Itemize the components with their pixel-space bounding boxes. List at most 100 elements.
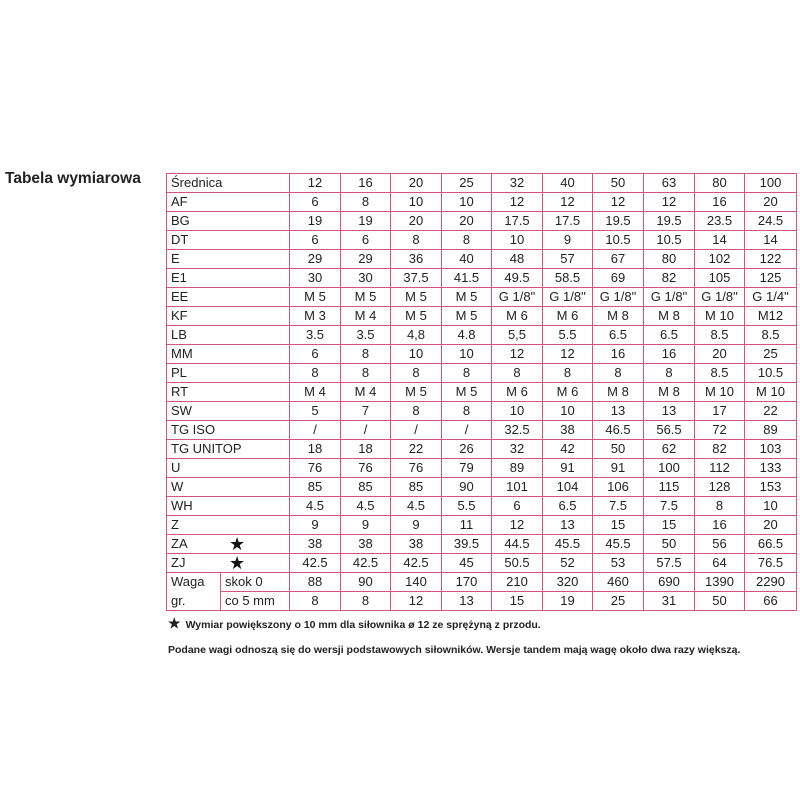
table-row: E 29 29 36 40 48 57 67 80 102 122 [166, 249, 797, 269]
table-cell: 13 [592, 401, 644, 421]
table-cell: 12 [542, 344, 593, 364]
table-cell: 29 [289, 249, 341, 269]
table-cell: M 6 [491, 306, 543, 326]
table-cell: 6 [491, 496, 543, 516]
table-cell: 6.5 [592, 325, 644, 345]
table-cell: G 1/8" [643, 287, 695, 307]
table-cell: 45 [441, 553, 492, 573]
footnote-star: ★ Wymiar powiększony o 10 mm dla siłownik… [168, 616, 800, 632]
table-row: U 76 76 76 79 89 91 91 100 112 133 [166, 458, 797, 478]
table-cell: 6 [289, 192, 341, 212]
table-cell: 100 [643, 458, 695, 478]
row-label: ZJ ★ [166, 553, 290, 573]
table-cell: 12 [643, 192, 695, 212]
table-cell: 32 [491, 173, 543, 193]
table-cell: 8 [694, 496, 745, 516]
table-cell: 8 [390, 401, 442, 421]
table-cell: 45.5 [542, 534, 593, 554]
table-cell: 45.5 [592, 534, 644, 554]
table-cell: 48 [491, 249, 543, 269]
dimension-table: Średnica 12 16 20 25 32 40 50 63 80 100 AF 6 8 10 10 12 1… [166, 173, 797, 611]
table-cell: 25 [744, 344, 797, 364]
table-cell: M 5 [441, 382, 492, 402]
table-cell: 25 [592, 591, 644, 611]
table-cell: 5.5 [542, 325, 593, 345]
table-cell: 19.5 [643, 211, 695, 231]
row-label: Średnica [166, 173, 290, 193]
table-cell: 76.5 [744, 553, 797, 573]
table-cell: M 6 [542, 382, 593, 402]
table-cell: 101 [491, 477, 543, 497]
row-label: E [166, 249, 290, 269]
table-cell: 10 [491, 230, 543, 250]
table-cell: 91 [592, 458, 644, 478]
table-row: SW 5 7 8 8 10 10 13 13 17 22 [166, 401, 797, 421]
table-cell: 19 [542, 591, 593, 611]
row-label: RT [166, 382, 290, 402]
table-row: TG ISO / / //32.5 38 46.5 56.5 72 89 [166, 420, 797, 440]
table-cell: 29 [340, 249, 391, 269]
table-cell: 115 [643, 477, 695, 497]
footnote-text: Wymiar powiększony o 10 mm dla siłownika… [185, 619, 541, 631]
table-cell: 1390 [694, 572, 745, 592]
table-cell: 44.5 [491, 534, 543, 554]
row-label: E1 [166, 268, 290, 288]
table-cell: 8 [441, 401, 492, 421]
table-cell: 16 [592, 344, 644, 364]
table-cell: 38 [340, 534, 391, 554]
table-cell: 10 [744, 496, 797, 516]
table-cell: 170 [441, 572, 492, 592]
row-label: SW [166, 401, 290, 421]
table-cell: 153 [744, 477, 797, 497]
table-cell: 72 [694, 420, 745, 440]
row-label-text: ZJ [171, 555, 186, 571]
row-label-text: Z [171, 517, 179, 533]
table-cell: 9 [289, 515, 341, 535]
table-cell: 49.5 [491, 268, 543, 288]
table-cell: 67 [592, 249, 644, 269]
table-cell: 9 [340, 515, 391, 535]
table-cell: 13 [643, 401, 695, 421]
table-cell: 15 [592, 515, 644, 535]
table-cell: 125 [744, 268, 797, 288]
table-cell: 50 [592, 439, 644, 459]
table-cell: 85 [340, 477, 391, 497]
table-row: E1 30 30 37.5 41.5 49.5 58.5 69 82 105 125 [166, 268, 797, 288]
table-cell: 19 [289, 211, 341, 231]
table-cell: 39.5 [441, 534, 492, 554]
table-cell: M 4 [340, 382, 391, 402]
row-label-text: DT [171, 232, 189, 248]
table-cell: 13 [542, 515, 593, 535]
star-icon: ★ [229, 534, 246, 554]
table-cell: 9 [390, 515, 442, 535]
table-cell: 23.5 [694, 211, 745, 231]
table-cell: 50 [694, 591, 745, 611]
row-label: EE [166, 287, 290, 307]
table-row: ZJ ★ 42.5 42.5 42.5 45 50.5 52 53 57.5 64 76.5 [166, 553, 797, 573]
table-cell: 30 [340, 268, 391, 288]
row-label: TG ISO [166, 420, 290, 440]
table-cell: 50 [643, 534, 695, 554]
table-cell: / [340, 420, 391, 440]
table-cell: 18 [289, 439, 341, 459]
table-cell: 40 [542, 173, 593, 193]
table-cell: 122 [744, 249, 797, 269]
row-label: PL [166, 363, 290, 383]
row-label: WH [166, 496, 290, 516]
table-cell: 5.5 [441, 496, 492, 516]
table-cell: 16 [694, 515, 745, 535]
table-cell: M 5 [441, 287, 492, 307]
table-cell: 6 [289, 344, 341, 364]
table-cell: 88 [289, 572, 341, 592]
table-cell: 10.5 [643, 230, 695, 250]
table-cell: 14 [694, 230, 745, 250]
table-cell: M 5 [390, 382, 442, 402]
table-cell: 20 [744, 515, 797, 535]
table-cell: G 1/8" [694, 287, 745, 307]
table-cell: 6.5 [643, 325, 695, 345]
table-cell: 56 [694, 534, 745, 554]
table-cell: 18 [340, 439, 391, 459]
row-label-text: ZA [171, 536, 188, 552]
table-cell: 85 [390, 477, 442, 497]
